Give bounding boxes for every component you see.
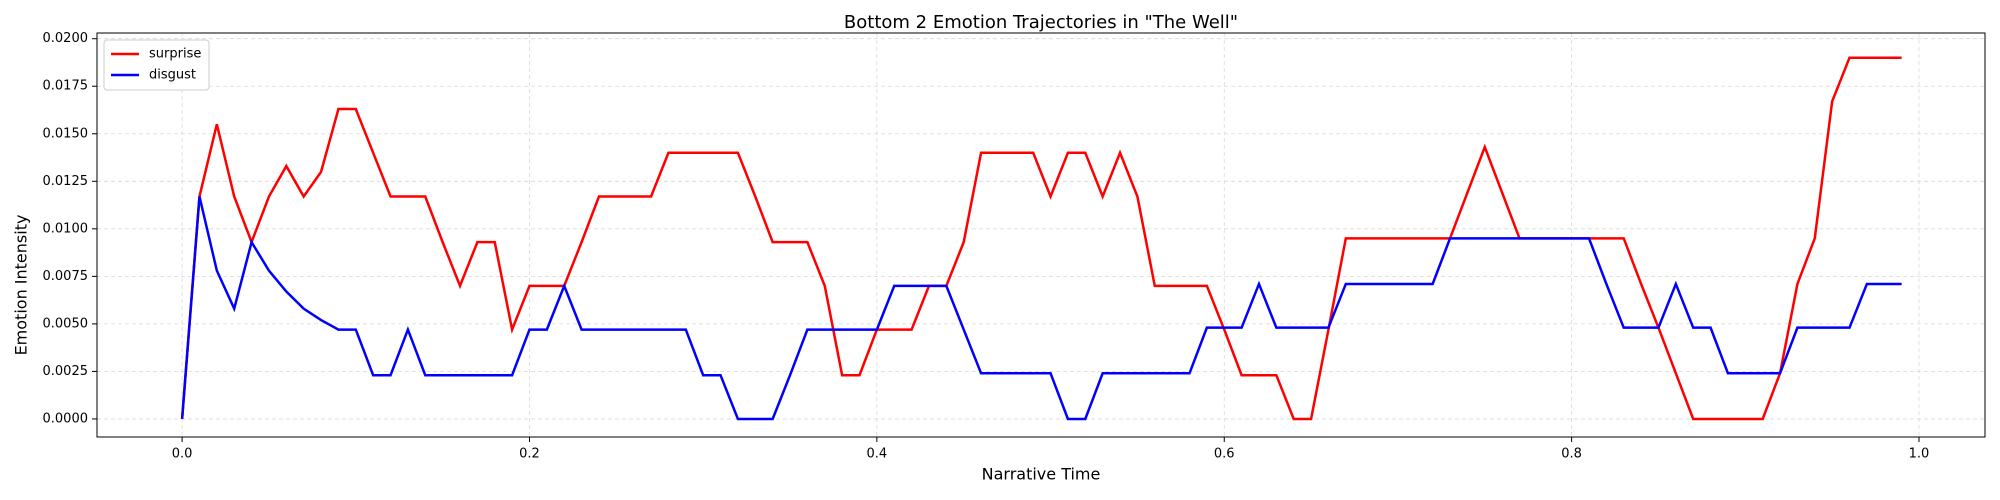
x-tick-label: 1.0 (1909, 447, 1930, 462)
y-tick-label: 0.0150 (43, 126, 89, 141)
y-tick-label: 0.0200 (43, 31, 89, 46)
y-tick-label: 0.0125 (43, 174, 89, 189)
y-tick-label: 0.0175 (43, 79, 89, 94)
y-tick-label: 0.0050 (43, 316, 89, 331)
x-tick-label: 0.0 (172, 447, 193, 462)
x-tick-label: 0.8 (1561, 447, 1582, 462)
plot-frame (96, 32, 1986, 438)
legend-box (103, 39, 210, 91)
chart-title: Bottom 2 Emotion Trajectories in "The We… (844, 12, 1238, 33)
y-tick-label: 0.0025 (43, 364, 89, 379)
line-series (180, 56, 1902, 421)
x-tick-label: 0.2 (519, 447, 540, 462)
x-tick-label: 0.6 (1214, 447, 1235, 462)
y-axis-label: Emotion Intensity (12, 215, 31, 356)
line-series (180, 196, 1902, 421)
x-tick-label: 0.4 (867, 447, 888, 462)
legend: surprise disgust (103, 39, 210, 91)
legend-label: disgust (149, 68, 196, 83)
legend-label: surprise (149, 47, 201, 62)
y-tick-label: 0.0000 (43, 411, 89, 426)
x-axis-label: Narrative Time (982, 465, 1101, 484)
y-tick-label: 0.0100 (43, 221, 89, 236)
y-tick-label: 0.0075 (43, 269, 89, 284)
